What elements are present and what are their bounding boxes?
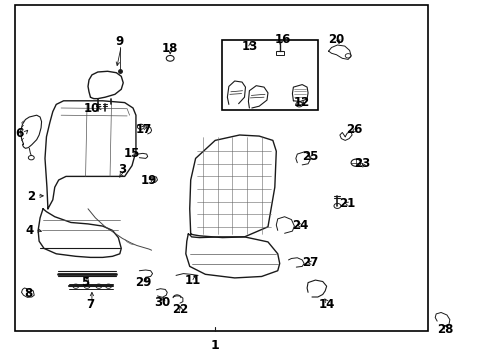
Text: 22: 22 (171, 303, 188, 316)
Text: 4: 4 (25, 224, 33, 237)
Text: 15: 15 (123, 147, 140, 159)
Text: 17: 17 (136, 123, 152, 136)
Text: 19: 19 (141, 174, 157, 186)
Text: 5: 5 (81, 276, 89, 289)
Text: 21: 21 (338, 197, 355, 210)
Text: 13: 13 (241, 40, 257, 53)
Text: 20: 20 (327, 33, 344, 46)
Text: 8: 8 (24, 287, 32, 300)
Text: 27: 27 (302, 256, 318, 269)
Text: 6: 6 (16, 127, 23, 140)
Text: 9: 9 (116, 35, 123, 48)
Text: 29: 29 (135, 276, 152, 289)
Text: 26: 26 (345, 123, 362, 136)
Text: 12: 12 (293, 96, 310, 109)
Text: 18: 18 (162, 42, 178, 55)
Text: 11: 11 (184, 274, 201, 287)
Bar (15, 5, 427, 331)
Bar (222, 40, 317, 110)
Text: 14: 14 (318, 298, 334, 311)
Text: 1: 1 (210, 339, 219, 352)
Text: 3: 3 (118, 163, 126, 176)
Text: 28: 28 (436, 323, 452, 336)
Text: 7: 7 (86, 298, 94, 311)
Bar (275, 51, 283, 55)
Text: 23: 23 (353, 157, 369, 170)
Text: 10: 10 (83, 102, 100, 114)
Text: 2: 2 (27, 190, 35, 203)
Text: 25: 25 (301, 150, 318, 163)
Text: 24: 24 (291, 219, 308, 231)
Text: 16: 16 (274, 33, 290, 46)
Text: 30: 30 (154, 296, 170, 309)
